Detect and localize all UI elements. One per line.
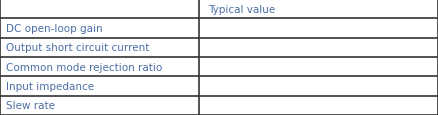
Text: DC open-loop gain: DC open-loop gain <box>6 24 102 34</box>
Text: Slew rate: Slew rate <box>6 101 55 110</box>
Text: Common mode rejection ratio: Common mode rejection ratio <box>6 62 162 72</box>
Text: Output short circuit current: Output short circuit current <box>6 43 149 53</box>
Text: Input impedance: Input impedance <box>6 81 94 91</box>
Text: Typical value: Typical value <box>208 5 276 14</box>
